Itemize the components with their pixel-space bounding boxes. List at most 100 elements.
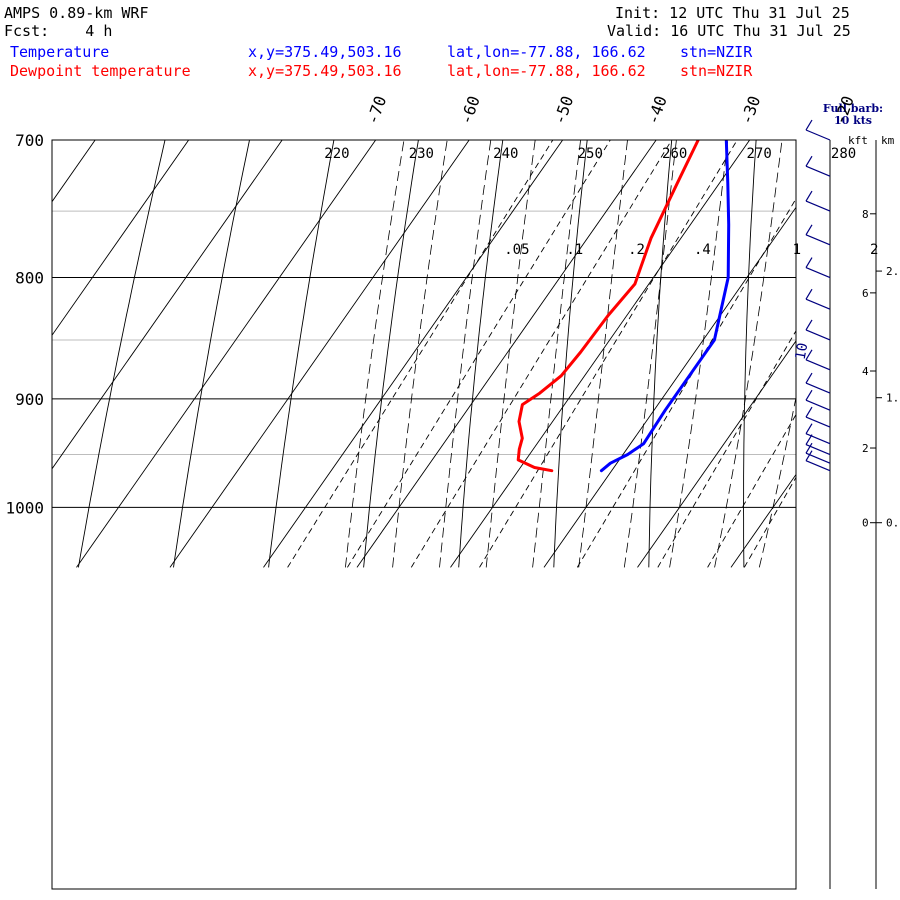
dry-adiabat (77, 140, 166, 568)
dewpoint-line (516, 140, 700, 473)
moist-adiabat (345, 140, 405, 568)
legend-dewpoint-latlon: lat,lon=-77.88, 166.62 (447, 62, 646, 80)
mixing-ratio-line (410, 140, 673, 568)
height-tick-label-kft: 4 (862, 365, 869, 378)
wind-barb (805, 119, 831, 141)
isotherm (824, 125, 900, 567)
chart-labels: 7008009001000-70-60-50-40-30-20-10022023… (5, 93, 878, 517)
isotherm (76, 140, 377, 568)
isotherm (637, 340, 796, 568)
height-tick-label-kft: 2 (862, 442, 869, 455)
dry-adiabat-label: 240 (493, 146, 518, 162)
height-axis: kft km 0 2 4 6 8 0. 1. 2. (848, 134, 899, 889)
isotherm (356, 140, 657, 568)
wind-barb (805, 423, 831, 445)
init-time: Init: 12 UTC Thu 31 Jul 25 (615, 4, 850, 22)
wind-barb-note-line1: Full barb: (822, 102, 884, 115)
wind-barb (805, 450, 831, 472)
wind-barb (805, 434, 831, 456)
height-tick-label-km: 2. (886, 265, 899, 278)
moist-adiabat (532, 140, 582, 568)
isotherm (450, 140, 751, 568)
mixing-ratio-line (707, 413, 796, 568)
pressure-tick-label: 900 (15, 390, 44, 409)
chart-grid (52, 125, 900, 568)
isotherm-label: -20 (830, 93, 858, 127)
dry-adiabat-label: 260 (662, 146, 687, 162)
isotherm-label: -50 (550, 93, 578, 127)
isotherm-label: -60 (456, 93, 484, 127)
mixing-ratio-line (287, 140, 554, 568)
mixing-ratio-line (347, 140, 611, 568)
legend-temperature-xy: x,y=375.49,503.16 (248, 43, 402, 61)
moist-adiabat (439, 140, 492, 568)
wind-barb (805, 288, 831, 310)
legend-dewpoint-label: Dewpoint temperature (10, 62, 191, 80)
dry-adiabat (363, 140, 419, 568)
dry-adiabat (648, 140, 673, 568)
moist-adiabat (485, 140, 536, 568)
dry-adiabat-label: 280 (831, 146, 856, 162)
mixing-ratio-label: .4 (694, 242, 711, 258)
wind-barbs: 10 (793, 119, 831, 889)
moist-adiabat (392, 140, 448, 568)
temperature-line (599, 140, 731, 473)
dry-adiabat (268, 140, 335, 568)
isotherm (52, 140, 96, 203)
height-tick-label-km: 0. (886, 517, 899, 530)
mixing-ratio-label: .1 (566, 242, 583, 258)
mixing-ratio-line (657, 329, 796, 568)
wind-barb-note: Full barb: 10 kts (818, 103, 888, 127)
dry-adiabat (458, 140, 504, 568)
moist-adiabat (758, 395, 796, 568)
isotherm (543, 206, 796, 568)
moist-adiabat (669, 140, 729, 568)
dry-adiabat (743, 140, 757, 568)
mixing-ratio-label: .05 (504, 242, 529, 258)
legend-temperature-station: stn=NZIR (680, 43, 753, 61)
isotherm (263, 140, 564, 568)
plot-frame (51, 139, 797, 890)
height-tick-label-km: 1. (886, 392, 899, 405)
height-axis-header-kft: kft (848, 134, 868, 147)
pressure-tick-label: 800 (15, 269, 44, 288)
wind-barb (805, 319, 831, 341)
height-axis-header-km: km (881, 134, 895, 147)
dry-adiabat-label: 250 (578, 146, 603, 162)
model-title: AMPS 0.89-km WRF (4, 4, 149, 22)
pressure-tick-label: 700 (15, 131, 44, 150)
mixing-ratio-line (576, 197, 796, 568)
legend-dewpoint-xy: x,y=375.49,503.16 (248, 62, 402, 80)
mixing-ratio-line (798, 125, 900, 567)
isotherm-label: -30 (737, 93, 765, 127)
moist-adiabat (623, 140, 677, 568)
height-tick-label-kft: 8 (862, 208, 869, 221)
legend-dewpoint-station: stn=NZIR (680, 62, 753, 80)
isotherm (169, 140, 470, 568)
wind-barb (805, 349, 831, 371)
dry-adiabat (835, 125, 841, 567)
dry-adiabat-label: 230 (409, 146, 434, 162)
legend-temperature-latlon: lat,lon=-77.88, 166.62 (447, 43, 646, 61)
dry-adiabat (173, 140, 250, 568)
isotherm (730, 473, 796, 568)
height-tick-label-kft: 6 (862, 287, 869, 300)
chart-series (516, 140, 731, 473)
moist-adiabat (578, 140, 628, 568)
isotherm-label: -40 (643, 93, 671, 127)
wind-barb (805, 224, 831, 246)
mixing-ratio-label: 1 (793, 242, 801, 258)
moist-adiabat (714, 140, 783, 568)
valid-time: Valid: 16 UTC Thu 31 Jul 25 (607, 22, 851, 40)
wind-barb-note-line2: 10 kts (833, 114, 873, 127)
isotherm (52, 140, 190, 337)
pressure-tick-label: 1000 (5, 498, 44, 517)
mixing-ratio-line (479, 140, 738, 568)
wind-barb (805, 372, 831, 394)
wind-barb (805, 190, 831, 212)
isotherm-label: -70 (363, 93, 391, 127)
mixing-ratio-line (743, 476, 796, 568)
legend-temperature-label: Temperature (10, 43, 110, 61)
forecast-hour: Fcst: 4 h (4, 22, 113, 40)
